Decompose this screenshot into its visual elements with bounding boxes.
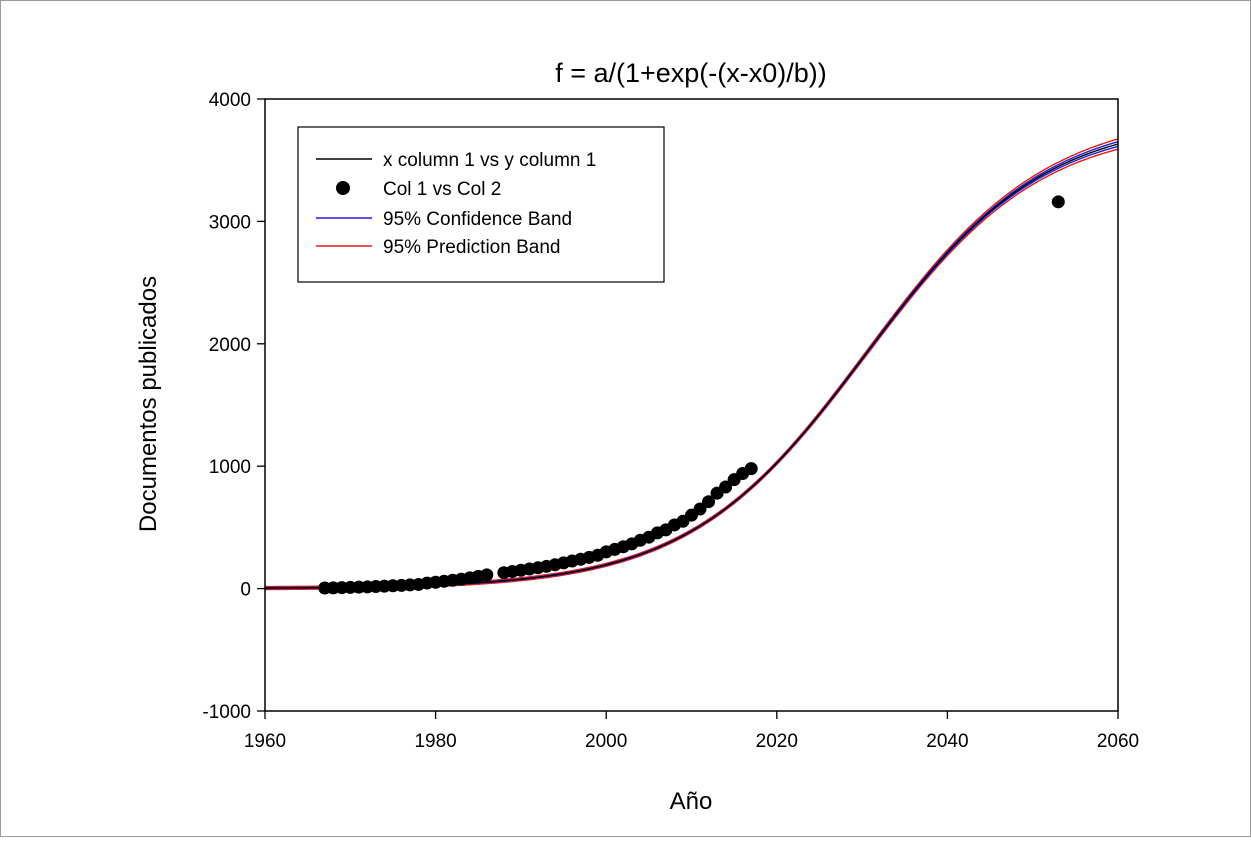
data-points-layer xyxy=(318,195,1065,595)
legend: x column 1 vs y column 1 Col 1 vs Col 2 … xyxy=(297,126,665,283)
legend-swatch-marker xyxy=(336,181,350,195)
data-point xyxy=(693,502,707,516)
legend-label: x column 1 vs y column 1 xyxy=(383,150,596,171)
y-axis: -1000 0 1000 2000 3000 4000 xyxy=(202,90,265,723)
y-tick-label: 3000 xyxy=(209,212,251,233)
data-point xyxy=(702,495,716,509)
legend-label: 95% Confidence Band xyxy=(383,209,572,230)
legend-label: 95% Prediction Band xyxy=(383,237,560,258)
legend-item-data-points: Col 1 vs Col 2 xyxy=(336,179,501,200)
plot-frame xyxy=(264,98,1119,712)
y-tick-label: 2000 xyxy=(209,335,251,356)
y-tick-label: 0 xyxy=(240,580,251,601)
legend-item-confidence-band: 95% Confidence Band xyxy=(316,209,572,230)
plot-area xyxy=(264,98,1119,712)
x-tick-label: 2020 xyxy=(756,731,798,752)
legend-item-prediction-band: 95% Prediction Band xyxy=(316,237,560,258)
data-point xyxy=(744,462,758,476)
x-tick-label: 1960 xyxy=(244,731,286,752)
legend-box xyxy=(297,126,665,283)
x-tick-label: 1980 xyxy=(414,731,456,752)
data-point xyxy=(480,568,494,582)
y-tick-label: 4000 xyxy=(209,90,251,111)
legend-label: Col 1 vs Col 2 xyxy=(383,179,501,200)
y-axis-title: Documentos publicados xyxy=(135,276,162,532)
x-tick-label: 2060 xyxy=(1097,731,1139,752)
chart-title: f = a/(1+exp(-(x-x0)/b)) xyxy=(555,58,827,88)
x-axis: 1960 1980 2000 2020 2040 2060 xyxy=(244,711,1139,752)
data-point xyxy=(719,480,733,494)
x-tick-label: 2000 xyxy=(585,731,627,752)
legend-item-fit-line: x column 1 vs y column 1 xyxy=(316,150,596,171)
y-tick-label: 1000 xyxy=(209,457,251,478)
y-tick-label: -1000 xyxy=(202,702,251,723)
x-tick-label: 2040 xyxy=(926,731,968,752)
data-point xyxy=(1051,195,1065,209)
x-axis-title: Año xyxy=(670,788,713,815)
